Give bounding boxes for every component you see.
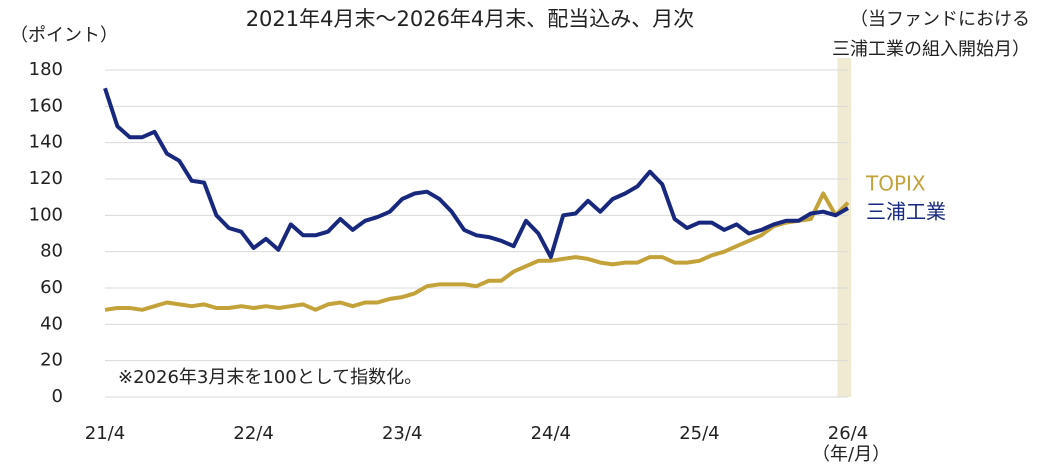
- y-tick-label: 20: [40, 350, 63, 371]
- y-tick-label: 80: [40, 241, 63, 262]
- highlight-band: [837, 58, 852, 397]
- annotation: 三浦工業の組入開始月）: [832, 39, 1030, 60]
- x-axis-unit: （年/月）: [812, 444, 890, 465]
- y-tick-label: 180: [29, 59, 63, 80]
- note: ※2026年3月末を100として指数化。: [118, 367, 422, 388]
- y-tick-label: 100: [29, 204, 63, 225]
- chart-title: 2021年4月末～2026年4月末、配当込み、月次: [246, 7, 695, 31]
- x-tick-label: 21/4: [85, 423, 125, 444]
- series-line: [104, 191, 850, 312]
- y-tick-label: 40: [40, 313, 63, 334]
- y-tick-label: 140: [29, 132, 63, 153]
- x-tick-label: 22/4: [233, 423, 273, 444]
- y-tick-label: 160: [29, 95, 63, 116]
- legend-label: TOPIX: [865, 172, 926, 196]
- series-line: [103, 87, 850, 260]
- legend-label: 三浦工業: [866, 200, 946, 224]
- y-tick-label: 60: [40, 277, 63, 298]
- y-tick-label: 120: [29, 168, 63, 189]
- y-tick-label: 0: [52, 386, 63, 407]
- annotation: （当ファンドにおける: [850, 9, 1030, 30]
- x-tick-label: 26/4: [828, 423, 868, 444]
- x-tick-label: 23/4: [382, 423, 422, 444]
- x-tick-label: 25/4: [679, 423, 719, 444]
- x-tick-label: 24/4: [531, 423, 571, 444]
- y-axis-label: （ポイント）: [10, 25, 118, 46]
